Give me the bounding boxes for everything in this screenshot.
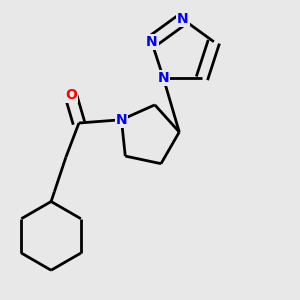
Text: N: N — [116, 113, 127, 127]
Text: N: N — [177, 12, 188, 26]
Text: N: N — [146, 35, 158, 49]
Text: O: O — [65, 88, 77, 102]
Text: N: N — [158, 71, 169, 85]
